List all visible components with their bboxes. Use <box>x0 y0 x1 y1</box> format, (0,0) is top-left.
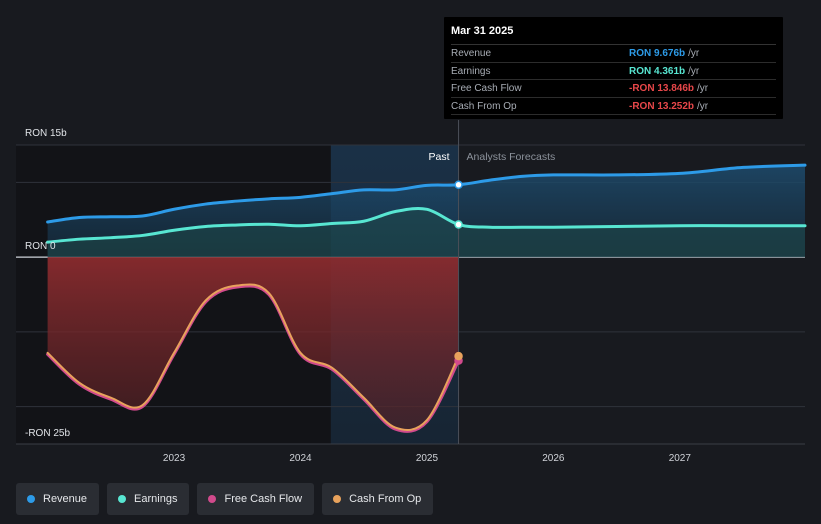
y-axis-top-label: RON 15b <box>25 128 67 139</box>
revenue-line <box>46 163 807 224</box>
tooltip-row-free-cash-flow: Free Cash Flow -RON 13.846b /yr <box>451 80 776 98</box>
earnings-marker <box>454 220 463 229</box>
free-cash-flow-line <box>46 284 461 433</box>
y-axis-bottom-label: -RON 25b <box>25 428 70 439</box>
tooltip-unit: /yr <box>697 83 709 94</box>
legend-label: Cash From Op <box>349 493 422 505</box>
tooltip-label: Revenue <box>451 48 492 59</box>
tooltip-unit: /yr <box>688 65 700 77</box>
tooltip-value: RON 9.676b <box>629 48 686 59</box>
legend-item-earnings[interactable]: Earnings <box>107 483 190 515</box>
forecast-label: Analysts Forecasts <box>467 151 556 163</box>
cash-flow-area <box>47 257 459 432</box>
past-label: Past <box>429 151 450 163</box>
tooltip-unit: /yr <box>697 100 709 112</box>
tooltip-row-cash-from-op: Cash From Op -RON 13.252b /yr <box>451 98 776 115</box>
chart-legend: Revenue Earnings Free Cash Flow Cash Fro… <box>16 483 434 515</box>
legend-item-revenue[interactable]: Revenue <box>16 483 100 515</box>
tooltip-value: RON 4.361b <box>629 65 686 77</box>
legend-label: Earnings <box>134 493 178 505</box>
tooltip-panel: Mar 31 2025 Revenue RON 9.676b /yr Earni… <box>444 17 783 119</box>
x-tick-label: 2024 <box>289 453 312 464</box>
x-tick-label: 2027 <box>669 453 692 464</box>
earnings-line <box>46 206 807 244</box>
legend-label: Revenue <box>43 493 88 505</box>
x-tick-label: 2023 <box>163 453 186 464</box>
legend-label: Free Cash Flow <box>224 493 303 505</box>
x-tick-label: 2025 <box>416 453 439 464</box>
legend-dot-icon <box>333 495 342 503</box>
cash-from-op-line <box>46 283 460 431</box>
cash-from-op-marker <box>454 351 463 361</box>
legend-dot-icon <box>118 495 127 503</box>
revenue-marker <box>454 180 463 190</box>
tooltip-label: Free Cash Flow <box>451 83 522 94</box>
tooltip-label: Earnings <box>451 65 491 77</box>
tooltip-label: Cash From Op <box>451 100 517 112</box>
tooltip-value: -RON 13.846b <box>629 83 695 94</box>
chart-canvas: RON 15b RON 0 -RON 25b Past Analysts Forecas… <box>16 120 807 464</box>
legend-item-cash-from-op[interactable]: Cash From Op <box>322 483 434 515</box>
tooltip-row-revenue: Revenue RON 9.676b /yr <box>451 45 776 63</box>
earnings-area <box>47 208 805 258</box>
tooltip-row-earnings: Earnings RON 4.361b /yr <box>451 63 776 80</box>
y-axis-zero-label: RON 0 <box>25 241 56 252</box>
tooltip-date: Mar 31 2025 <box>451 23 776 45</box>
legend-item-free-cash-flow[interactable]: Free Cash Flow <box>197 483 315 515</box>
tooltip-value: -RON 13.252b <box>629 100 695 112</box>
legend-dot-icon <box>27 495 35 503</box>
tooltip-unit: /yr <box>688 48 700 59</box>
legend-dot-icon <box>208 495 217 503</box>
x-tick-label: 2026 <box>542 453 565 464</box>
